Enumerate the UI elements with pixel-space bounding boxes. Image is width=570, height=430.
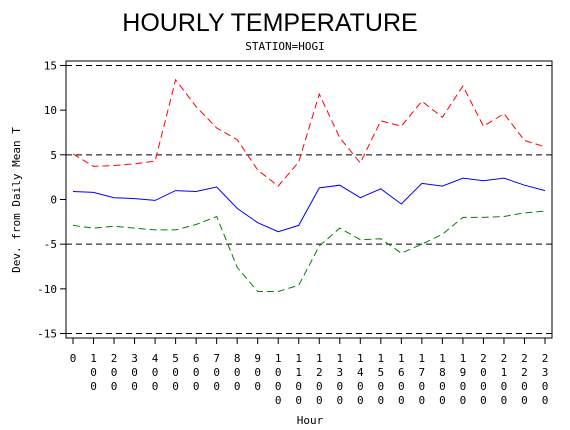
series-line-1 (72, 78, 546, 187)
series-group (72, 78, 546, 292)
series-line-2 (72, 177, 546, 233)
y-tick-label: -10 (37, 283, 57, 296)
y-tick-label: 15 (44, 59, 57, 72)
chart-title: HOURLY TEMPERATURE (122, 9, 417, 37)
reference-lines (66, 64, 552, 335)
y-axis-label: Dev. from Daily Mean T (10, 127, 23, 273)
chart-subtitle: STATION=HOGI (245, 40, 324, 53)
y-tick-label: -15 (37, 328, 57, 341)
x-axis-label: Hour (297, 414, 324, 427)
y-tick-label: 5 (50, 149, 57, 162)
x-tick-label: 0 (70, 352, 77, 365)
plot-frame (65, 60, 553, 339)
x-axis: 0 1 0 0 2 0 0 3 0 0 4 0 0 5 0 0 6 0 0 7 0 0 8 0 0 9 0 0 1 0 0 0 1 1 0 0 1 2 0 0… (70, 338, 549, 407)
y-axis: -15 -10 -5 0 5 10 15 (37, 59, 66, 341)
y-tick-label: -5 (44, 238, 57, 251)
y-tick-label: 10 (44, 104, 57, 117)
y-tick-label: 0 (50, 194, 57, 207)
series-line-3 (72, 210, 546, 292)
